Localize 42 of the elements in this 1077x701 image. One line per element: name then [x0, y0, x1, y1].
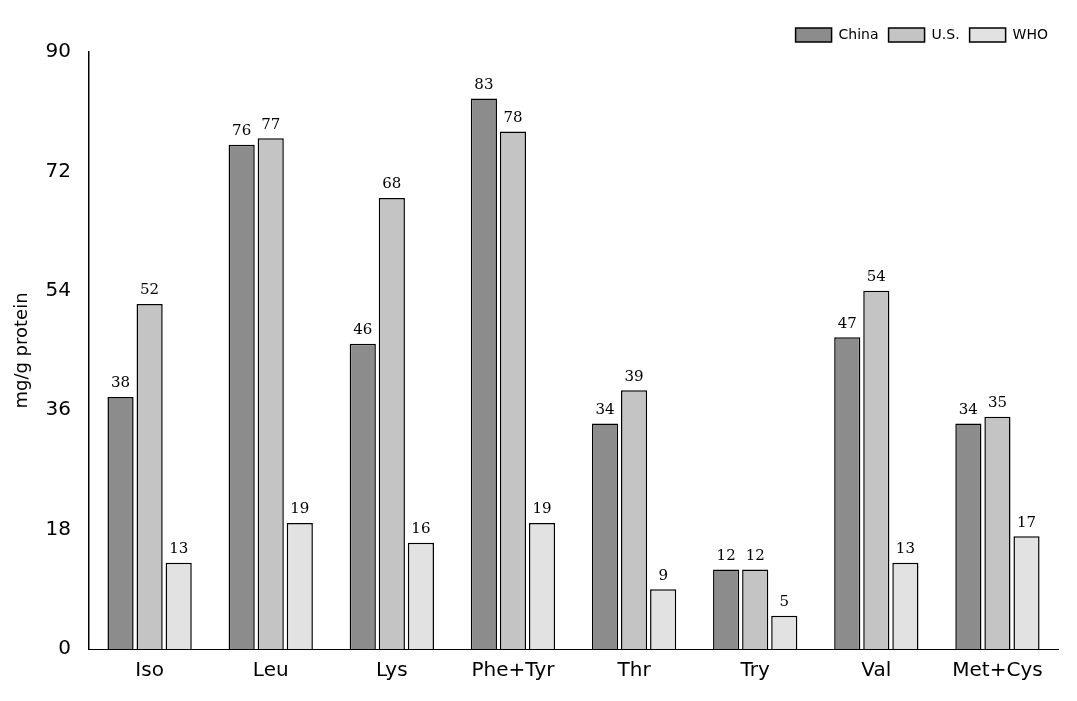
x-tick-label: Met+Cys [952, 657, 1043, 682]
data-label: 83 [474, 74, 494, 93]
data-label: 54 [866, 267, 886, 286]
y-tick-label: 0 [58, 635, 72, 660]
data-label: 17 [1016, 512, 1037, 531]
data-label: 78 [503, 107, 523, 126]
data-label: 13 [169, 539, 189, 558]
legend-label: WHO [1012, 25, 1048, 42]
data-label: 38 [110, 373, 131, 392]
y-axis-title: mg/g protein [10, 292, 32, 409]
data-label: 12 [716, 545, 736, 564]
y-tick-label: 36 [45, 396, 72, 421]
data-label: 35 [987, 393, 1007, 412]
x-tick-label: Iso [135, 657, 164, 682]
data-label: 68 [382, 174, 402, 193]
y-tick-label: 18 [45, 515, 72, 540]
data-label: 16 [411, 519, 431, 538]
legend-label: U.S. [931, 25, 960, 42]
y-tick-label: 72 [45, 157, 72, 182]
x-tick-label: Thr [616, 657, 652, 682]
data-label: 13 [895, 539, 915, 558]
data-label: 47 [837, 313, 857, 332]
x-tick-label: Lys [376, 657, 408, 682]
x-tick-label: Phe+Tyr [471, 657, 556, 682]
y-tick-label: 54 [45, 277, 72, 301]
data-label: 19 [290, 499, 310, 518]
data-label: 19 [532, 499, 552, 518]
legend-label: China [838, 25, 879, 42]
data-label: 34 [595, 399, 615, 418]
x-tick-label: Try [739, 657, 771, 682]
x-tick-label: Leu [252, 657, 289, 682]
data-label: 77 [261, 114, 281, 133]
data-label: 52 [140, 280, 160, 299]
data-label: 5 [779, 592, 790, 611]
x-tick-label: Val [861, 657, 892, 682]
data-label: 9 [658, 565, 668, 584]
data-label: 12 [745, 545, 765, 564]
data-label: 76 [232, 121, 252, 140]
data-label: 34 [958, 399, 978, 418]
y-tick-label: 90 [45, 38, 72, 63]
data-label: 46 [353, 320, 373, 339]
data-label: 39 [624, 366, 644, 385]
